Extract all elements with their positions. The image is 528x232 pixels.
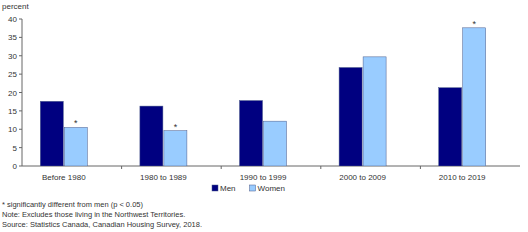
legend-label: Men <box>220 184 236 193</box>
x-tick <box>221 166 222 169</box>
y-tick-label: 20 <box>8 89 17 98</box>
y-tick-label: 40 <box>8 15 17 24</box>
bar <box>339 68 362 166</box>
x-tick-label: 2000 to 2009 <box>339 173 386 182</box>
bar <box>40 101 63 166</box>
annotation: * <box>174 122 178 132</box>
y-tick-label: 10 <box>8 125 17 134</box>
bar <box>64 127 87 166</box>
x-tick-label: 2010 to 2019 <box>439 173 486 182</box>
legend: Men Women <box>212 184 285 193</box>
bar <box>363 57 386 166</box>
legend-swatch <box>212 185 218 191</box>
note: * significantly different from men (p < … <box>2 200 143 209</box>
bar <box>140 106 163 166</box>
x-tick-label: 1990 to 1999 <box>240 173 287 182</box>
chart: percent 0 5 10 15 20 25 30 35 40 Before 1980 1980 t… <box>0 0 528 232</box>
y-label: percent <box>2 2 29 11</box>
y-tick-label: 5 <box>13 144 18 153</box>
y-axis <box>22 19 23 166</box>
note: Source: Statistics Canada, Canadian Hous… <box>2 220 202 229</box>
annotation: * <box>74 118 78 128</box>
y-tick-label: 35 <box>8 33 17 42</box>
x-tick <box>121 166 122 169</box>
x-tick-label: 1980 to 1989 <box>140 173 187 182</box>
x-tick <box>320 166 321 169</box>
bar <box>240 101 263 166</box>
y-tick-label: 0 <box>13 162 18 171</box>
y-tick-label: 30 <box>8 52 17 61</box>
note: Note: Excludes those living in the North… <box>2 210 185 219</box>
bar <box>164 131 187 166</box>
y-tick-label: 25 <box>8 70 17 79</box>
legend-swatch <box>250 185 256 191</box>
annotation: * <box>472 19 476 29</box>
bars <box>40 28 485 166</box>
x-tick <box>420 166 421 169</box>
bar <box>463 28 486 166</box>
bar <box>264 121 287 166</box>
legend-label: Women <box>258 184 285 193</box>
bar <box>439 88 462 166</box>
y-tick-label: 15 <box>8 107 17 116</box>
x-tick-label: Before 1980 <box>42 173 86 182</box>
